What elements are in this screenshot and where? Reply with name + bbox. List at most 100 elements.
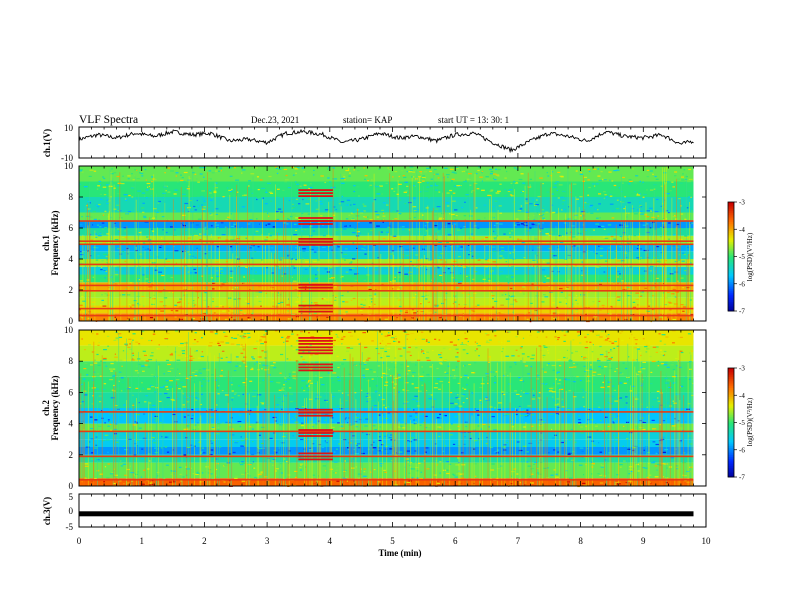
xtick-9: 9 [641, 536, 646, 546]
ch1-spec-band-0 [79, 313, 694, 322]
ch1-spec-burst-1-2 [298, 289, 333, 292]
ch2-spec-ytick-4: 4 [69, 419, 74, 429]
xtick-2: 2 [202, 536, 207, 546]
ch1-ytick-bottom: -10 [61, 153, 73, 163]
ch1-spec-ytick-10: 10 [64, 161, 74, 171]
ch1-waveform-line [78, 128, 694, 154]
ch2-cbar-tick--6: -6 [739, 446, 745, 454]
ch2-cbar-tick--3: -3 [739, 365, 745, 373]
ch1-waveform-ylabel: ch.1(V) [42, 129, 52, 157]
ch1-spec-ytick-2: 2 [69, 285, 74, 295]
ch2-spec-band-5 [79, 431, 694, 440]
ch1-spec-ytick-6: 6 [69, 223, 74, 233]
ch1-spec-burst-4-1 [298, 192, 333, 194]
ch1-spec-band-8 [79, 251, 694, 260]
ch2-spec-burst-4-0 [298, 346, 333, 349]
ch2-spec-burst-5-1 [298, 340, 333, 342]
ch1-cbar-tick--7: -7 [739, 308, 745, 316]
ch2-spec-ytick-0: 0 [69, 481, 74, 491]
ch2-spec-burst-2-2 [298, 414, 333, 417]
ch1-spec-band-13 [79, 212, 694, 221]
ch1-spectrogram-ylabel-b: Frequency (kHz) [50, 210, 60, 275]
ch1-spec-burst-4-0 [298, 189, 333, 191]
ch1-spec-burst-3-0 [298, 217, 333, 219]
ch2-spec-sferics [80, 330, 694, 486]
xtick-4: 4 [328, 536, 333, 546]
ch2-spec-band-12 [79, 330, 694, 346]
ch2-spec-burst-0-2 [298, 458, 333, 461]
ch1-spec-burst-4-2 [298, 195, 333, 197]
ch3-ytick-mid: 0 [69, 506, 74, 516]
ch2-spec-burst-3-0 [298, 363, 333, 366]
ch1-colorbar: -3 -4 -5 -6 -7 log(PSD)(V²/Hz) [727, 199, 754, 316]
ch1-spec-band-9 [79, 243, 694, 252]
ch1-spec-burst-3-2 [298, 223, 333, 225]
ch1-spec-band-15 [79, 181, 694, 197]
ch1-colorbar-label: log(PSD)(V²/Hz) [746, 232, 754, 281]
xtick-7: 7 [516, 536, 521, 546]
ch1-ytick-top: 10 [64, 123, 74, 133]
ch1-cbar-tick--5: -5 [739, 253, 745, 261]
ch1-spec-band-6 [79, 266, 694, 275]
ch2-spec-burst-3-1 [298, 366, 333, 369]
ch1-spec-burst-2-0 [298, 238, 333, 240]
ch2-spec-line-3 [79, 411, 694, 413]
ch1-spec-band-16 [79, 166, 694, 182]
ch3-ytick-bottom: -5 [66, 522, 74, 532]
ch1-spec-band-7 [79, 259, 694, 267]
ch3-ytick-top: 5 [69, 492, 74, 502]
ch2-spec-band-8 [79, 392, 694, 408]
ch2-spectrogram-panel [78, 329, 707, 488]
ch1-spec-band-12 [79, 220, 694, 229]
ch2-colorbar-label: log(PSD)(V²/Hz) [746, 397, 754, 446]
ch1-spec-burst-2-1 [298, 241, 333, 243]
xtick-10: 10 [702, 536, 712, 546]
ch1-spec-line-3 [79, 284, 694, 287]
ch2-spec-burst-0-0 [298, 452, 333, 455]
ch2-spec-band-3 [79, 447, 694, 455]
ch1-spec-band-2 [79, 297, 694, 306]
ch2-spec-burst-4-2 [298, 352, 333, 355]
date-label: Dec.23, 2021 [251, 115, 299, 125]
ch2-spec-ytick-6: 6 [69, 387, 74, 397]
ch2-spec-ytick-8: 8 [69, 356, 74, 366]
ch1-spectrogram-ylabel-a: ch.1 [41, 235, 51, 251]
ch2-cbar-tick--5: -5 [739, 419, 745, 427]
ch1-spec-band-10 [79, 235, 694, 244]
ch2-spec-band-4 [79, 439, 694, 447]
start-time-label: start UT = 13: 30: 1 [438, 115, 509, 125]
ch1-cbar-tick--4: -4 [739, 226, 745, 234]
ch2-spectrogram-ylabel-b: Frequency (kHz) [50, 375, 60, 440]
ch2-spec-burst-1-1 [298, 432, 333, 434]
xtick-3: 3 [265, 536, 270, 546]
ch2-spec-band-9 [79, 376, 694, 393]
ch1-spec-burst-3-1 [298, 220, 333, 222]
ch2-spec-line-0 [79, 479, 694, 481]
ch1-spec-line-4 [79, 263, 694, 266]
ch1-spec-ytick-0: 0 [69, 316, 74, 326]
ch1-spec-line-2 [79, 290, 694, 292]
ch1-spec-burst-0-0 [298, 304, 333, 307]
ch1-spec-ytick-8: 8 [69, 192, 74, 202]
ch1-spec-line-7 [79, 220, 694, 222]
xtick-8: 8 [578, 536, 583, 546]
xtick-1: 1 [139, 536, 144, 546]
ch2-spec-burst-4-1 [298, 349, 333, 352]
ch2-spectrogram-ylabel-a: ch.2 [41, 400, 51, 416]
ch2-spec-burst-2-0 [298, 408, 333, 411]
ch2-spec-band-10 [79, 361, 694, 377]
station-label: station= KAP [343, 115, 392, 125]
ch1-spec-line-6 [79, 240, 694, 242]
ch2-cbar-tick--7: -7 [739, 474, 745, 482]
ch1-spec-burst-1-1 [298, 286, 333, 289]
xtick-0: 0 [77, 536, 82, 546]
ch1-spectrogram-panel [78, 165, 707, 323]
ch2-spec-burst-0-1 [298, 455, 333, 458]
ch1-spec-line-5 [79, 243, 694, 246]
ch2-spec-line-1 [79, 455, 694, 458]
ch2-spec-band-2 [79, 454, 694, 463]
ch1-spec-texture [79, 166, 695, 323]
ch1-spec-band-5 [79, 274, 694, 283]
ch2-spec-burst-5-2 [298, 343, 333, 345]
